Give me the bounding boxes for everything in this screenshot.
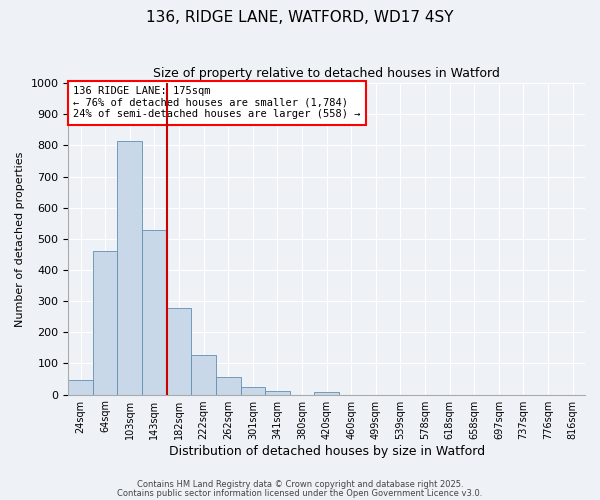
Text: 136, RIDGE LANE, WATFORD, WD17 4SY: 136, RIDGE LANE, WATFORD, WD17 4SY	[146, 10, 454, 25]
Bar	[314, 392, 339, 394]
Bar	[167, 308, 191, 394]
Bar	[241, 387, 265, 394]
X-axis label: Distribution of detached houses by size in Watford: Distribution of detached houses by size …	[169, 444, 485, 458]
Bar	[265, 392, 290, 394]
Text: Contains public sector information licensed under the Open Government Licence v3: Contains public sector information licen…	[118, 488, 482, 498]
Bar	[93, 250, 118, 394]
Text: Contains HM Land Registry data © Crown copyright and database right 2025.: Contains HM Land Registry data © Crown c…	[137, 480, 463, 489]
Bar	[142, 230, 167, 394]
Bar	[216, 377, 241, 394]
Title: Size of property relative to detached houses in Watford: Size of property relative to detached ho…	[153, 68, 500, 80]
Bar	[191, 354, 216, 395]
Y-axis label: Number of detached properties: Number of detached properties	[15, 151, 25, 326]
Bar	[118, 140, 142, 394]
Bar	[68, 380, 93, 394]
Text: 136 RIDGE LANE: 175sqm
← 76% of detached houses are smaller (1,784)
24% of semi-: 136 RIDGE LANE: 175sqm ← 76% of detached…	[73, 86, 361, 120]
